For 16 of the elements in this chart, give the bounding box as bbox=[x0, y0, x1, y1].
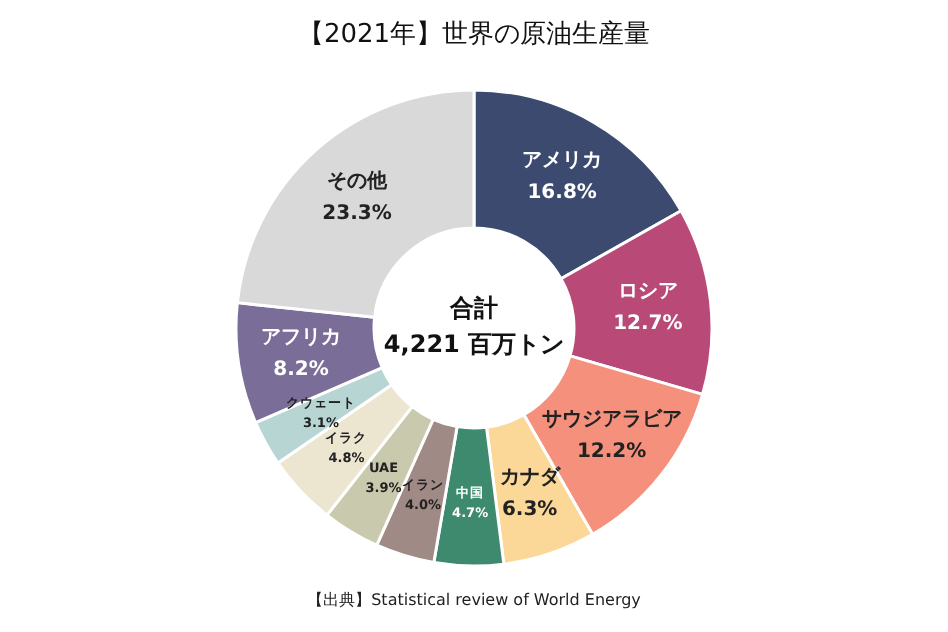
slice-label: サウジアラビア bbox=[541, 407, 682, 432]
slice-label: アフリカ bbox=[260, 327, 341, 350]
slice-label: その他 bbox=[327, 168, 390, 193]
data-label: 16.8% bbox=[527, 181, 597, 204]
chart-title: 【2021年】世界の原油生産量 bbox=[297, 18, 651, 50]
text: 合計 bbox=[448, 294, 498, 322]
data-label: 12.2% bbox=[576, 441, 647, 464]
data-label: 12.7% bbox=[613, 312, 683, 335]
text: 【出典】Statistical review of World Energy bbox=[307, 591, 642, 609]
data-label: 23.3% bbox=[322, 202, 392, 225]
data-label: 6.3% bbox=[501, 498, 558, 521]
data-label: 8.2% bbox=[273, 359, 329, 382]
text: 4,221 百万トン bbox=[383, 330, 565, 358]
slice-label: アメリカ bbox=[522, 149, 603, 172]
slice-label: ロシア bbox=[617, 280, 678, 303]
slice-label: カナダ bbox=[499, 464, 562, 489]
